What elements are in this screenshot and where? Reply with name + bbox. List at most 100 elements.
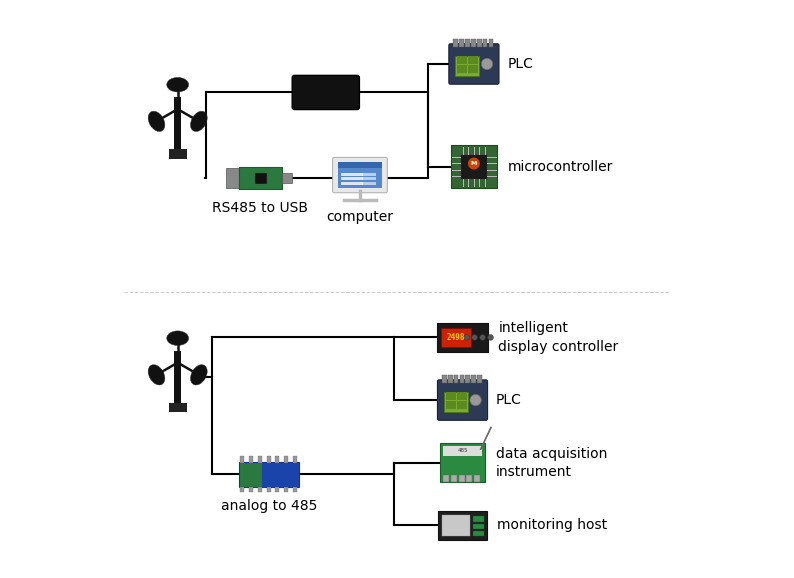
Bar bbox=[468, 65, 478, 73]
Bar bbox=[488, 39, 493, 47]
Ellipse shape bbox=[191, 365, 207, 385]
Bar bbox=[455, 55, 480, 76]
Bar bbox=[448, 375, 453, 383]
Bar bbox=[276, 487, 279, 492]
Ellipse shape bbox=[148, 111, 165, 132]
Bar bbox=[442, 375, 447, 383]
Bar bbox=[249, 456, 252, 463]
Bar bbox=[459, 39, 464, 47]
Text: PLC: PLC bbox=[507, 57, 534, 71]
Text: microcontroller: microcontroller bbox=[507, 160, 613, 173]
Circle shape bbox=[464, 335, 469, 340]
Bar bbox=[450, 145, 497, 188]
Bar bbox=[473, 516, 484, 522]
Bar bbox=[337, 162, 382, 168]
Bar bbox=[472, 375, 476, 383]
Bar bbox=[468, 56, 478, 64]
Bar bbox=[174, 351, 181, 410]
Text: RS485 to USB: RS485 to USB bbox=[212, 201, 308, 215]
Bar bbox=[240, 456, 244, 463]
Bar bbox=[453, 39, 458, 47]
Bar bbox=[258, 456, 262, 463]
Bar bbox=[262, 462, 299, 487]
Bar bbox=[442, 446, 483, 456]
Circle shape bbox=[480, 335, 485, 340]
Bar bbox=[276, 456, 279, 463]
Bar bbox=[168, 149, 187, 159]
Bar bbox=[239, 462, 262, 487]
Text: 485 to 322
485 to IC: 485 to 322 485 to IC bbox=[291, 77, 360, 108]
Circle shape bbox=[175, 106, 180, 112]
Circle shape bbox=[468, 158, 480, 169]
Bar bbox=[457, 402, 467, 409]
Bar bbox=[477, 375, 482, 383]
Bar bbox=[293, 456, 297, 463]
Ellipse shape bbox=[167, 331, 189, 346]
Bar bbox=[443, 475, 449, 482]
Circle shape bbox=[481, 58, 493, 70]
Bar bbox=[444, 392, 468, 412]
Bar bbox=[438, 510, 487, 540]
Bar bbox=[441, 515, 470, 536]
Bar bbox=[239, 167, 282, 189]
Bar bbox=[284, 487, 288, 492]
Text: M: M bbox=[471, 161, 477, 166]
Bar bbox=[341, 177, 363, 180]
Bar bbox=[461, 154, 488, 179]
Ellipse shape bbox=[167, 77, 189, 92]
Bar bbox=[474, 475, 480, 482]
Bar bbox=[457, 56, 467, 64]
Bar bbox=[362, 177, 376, 180]
FancyBboxPatch shape bbox=[333, 157, 387, 193]
Text: data acquisition
instrument: data acquisition instrument bbox=[495, 447, 607, 479]
Bar bbox=[446, 392, 456, 400]
Bar bbox=[226, 168, 239, 188]
Bar bbox=[267, 456, 271, 463]
Bar bbox=[465, 375, 470, 383]
Bar bbox=[168, 403, 187, 413]
Bar bbox=[477, 39, 481, 47]
Bar bbox=[473, 531, 484, 536]
Bar bbox=[341, 181, 363, 184]
Bar bbox=[451, 475, 457, 482]
Bar bbox=[284, 456, 288, 463]
Ellipse shape bbox=[191, 111, 207, 132]
Bar bbox=[453, 375, 458, 383]
Bar bbox=[282, 172, 292, 183]
Bar bbox=[446, 402, 456, 409]
Bar bbox=[441, 328, 471, 347]
Bar bbox=[337, 162, 382, 188]
Bar bbox=[440, 443, 485, 482]
Circle shape bbox=[470, 394, 481, 406]
Bar bbox=[239, 462, 299, 487]
Bar bbox=[362, 173, 376, 176]
Bar bbox=[457, 65, 467, 73]
Bar bbox=[483, 39, 488, 47]
Text: PLC: PLC bbox=[496, 393, 522, 407]
Text: 485: 485 bbox=[457, 449, 468, 453]
Text: 2498: 2498 bbox=[446, 333, 465, 342]
Text: analog to 485: analog to 485 bbox=[221, 499, 317, 513]
Bar bbox=[267, 487, 271, 492]
Text: monitoring host: monitoring host bbox=[497, 518, 607, 532]
Bar bbox=[362, 181, 376, 184]
Bar bbox=[437, 323, 488, 352]
Bar bbox=[457, 392, 467, 400]
FancyBboxPatch shape bbox=[437, 380, 488, 420]
FancyBboxPatch shape bbox=[292, 75, 360, 110]
Bar bbox=[460, 375, 464, 383]
Bar bbox=[249, 487, 252, 492]
Bar bbox=[255, 173, 267, 184]
Circle shape bbox=[488, 335, 493, 340]
Bar bbox=[459, 475, 464, 482]
Text: computer: computer bbox=[326, 210, 394, 224]
Bar bbox=[466, 475, 472, 482]
Circle shape bbox=[472, 335, 477, 340]
Bar bbox=[341, 173, 363, 176]
FancyBboxPatch shape bbox=[449, 44, 499, 84]
Bar bbox=[465, 39, 470, 47]
Bar bbox=[174, 98, 181, 156]
Ellipse shape bbox=[148, 365, 165, 385]
Text: intelligent
display controller: intelligent display controller bbox=[499, 321, 619, 354]
Bar bbox=[293, 487, 297, 492]
